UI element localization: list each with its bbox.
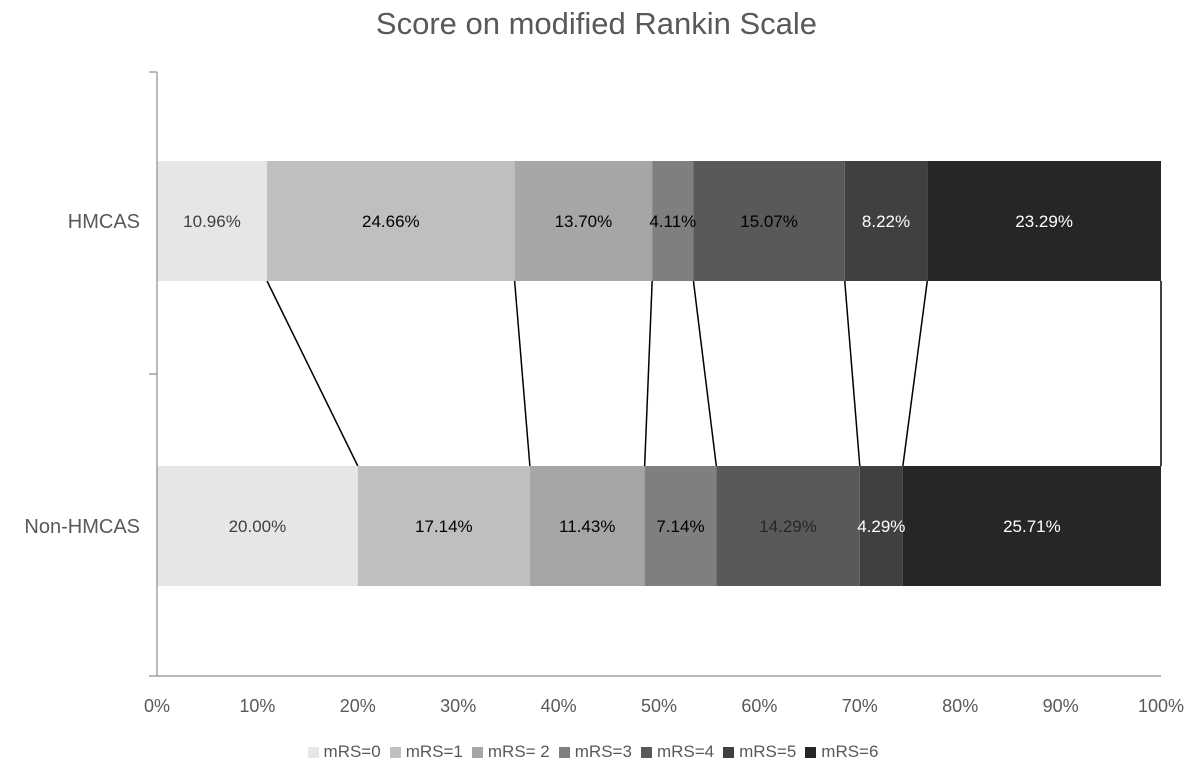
legend-item-1: mRS=0 <box>307 742 381 762</box>
data-label-1-2: 24.66% <box>362 212 420 231</box>
legend-swatch-5 <box>640 746 652 758</box>
chart-title: Score on modified Rankin Scale <box>375 6 818 41</box>
bar-segment-2-2 <box>357 466 530 586</box>
legend-swatch-6 <box>723 746 735 758</box>
series-lines <box>266 280 1162 467</box>
series-line-5 <box>843 280 861 467</box>
x-tick-label-6: 50% <box>641 696 677 716</box>
x-tick-label-7: 60% <box>741 696 777 716</box>
data-label-1-1: 10.96% <box>183 212 241 231</box>
data-label-1-3: 13.70% <box>555 212 613 231</box>
x-tick-label-8: 70% <box>842 696 878 716</box>
bar-segment-1-1 <box>157 161 268 281</box>
legend-swatch-2 <box>389 746 401 758</box>
data-label-1-7: 23.29% <box>1015 212 1073 231</box>
bar-segment-2-1 <box>157 466 358 586</box>
data-label-2-7: 25.71% <box>1003 517 1061 536</box>
x-tick-label-4: 30% <box>440 696 476 716</box>
bar-segment-1-3 <box>514 161 653 281</box>
series-line-1 <box>266 280 359 467</box>
data-label-2-2: 17.14% <box>415 517 473 536</box>
bar-segment-1-7 <box>927 161 1161 281</box>
category-label-2: Non-HMCAS <box>24 516 140 538</box>
x-tick-label-1: 0% <box>144 696 170 716</box>
data-label-2-4: 7.14% <box>656 517 704 536</box>
bar-segment-1-5 <box>693 161 845 281</box>
series-line-4 <box>692 280 718 467</box>
legend-swatch-1 <box>307 746 319 758</box>
x-tick-label-11: 100% <box>1138 696 1184 716</box>
x-tick-label-2: 10% <box>239 696 275 716</box>
data-label-2-5: 14.29% <box>759 517 817 536</box>
legend-item-6: mRS=5 <box>723 742 796 762</box>
axes: HMCAS Non-HMCAS 0% 10% 20% 30% 40% 50% 60% 70% 80%… <box>24 71 1184 716</box>
legend: mRS=0 mRS=1 mRS= 2 mRS=3 mRS=4 mRS=5 mRS=6 <box>0 742 1193 762</box>
legend-label-7: mRS=6 <box>821 742 879 761</box>
x-tick-label-9: 80% <box>942 696 978 716</box>
category-label-1: HMCAS <box>68 211 140 233</box>
data-label-1-6: 8.22% <box>862 212 910 231</box>
legend-item-7: mRS=6 <box>805 742 878 762</box>
bar-segment-2-6 <box>859 466 903 586</box>
bar-segment-1-6 <box>844 161 928 281</box>
data-label-1-5: 15.07% <box>740 212 798 231</box>
legend-label-5: mRS=4 <box>656 742 715 761</box>
data-label-2-3: 11.43% <box>559 517 615 536</box>
legend-label-3: mRS= 2 <box>487 742 550 761</box>
x-tick-label-5: 40% <box>541 696 577 716</box>
series-line-6 <box>902 280 929 467</box>
series-line-2 <box>513 280 531 467</box>
legend-label-1: mRS=0 <box>323 742 381 761</box>
data-label-2-6: 4.29% <box>857 517 905 536</box>
legend-swatch-4 <box>558 746 570 758</box>
legend-swatch-3 <box>471 746 483 758</box>
bar-labels: 10.96% 24.66% 13.70% 4.11% 15.07% 8.22% 23.29%… <box>183 212 1073 536</box>
bar-segment-2-4 <box>644 466 717 586</box>
legend-item-3: mRS= 2 <box>471 742 550 762</box>
series-line-3 <box>643 280 653 467</box>
bar-segment-2-7 <box>902 466 1161 586</box>
legend-swatch-7 <box>805 746 817 758</box>
bars <box>157 161 1161 586</box>
legend-item-5: mRS=4 <box>640 742 715 762</box>
data-label-1-4: 4.11% <box>649 212 696 231</box>
bar-segment-1-2 <box>267 161 515 281</box>
legend-item-4: mRS=3 <box>558 742 632 762</box>
x-tick-label-10: 90% <box>1043 696 1079 716</box>
data-label-2-1: 20.00% <box>229 517 287 536</box>
legend-item-2: mRS=1 <box>389 742 463 762</box>
x-tick-label-3: 20% <box>340 696 376 716</box>
bar-segment-2-3 <box>529 466 645 586</box>
bar-segment-1-4 <box>652 161 694 281</box>
legend-label-4: mRS=3 <box>574 742 632 761</box>
legend-label-2: mRS=1 <box>405 742 463 761</box>
legend-label-6: mRS=5 <box>739 742 797 761</box>
bar-segment-2-5 <box>716 466 860 586</box>
